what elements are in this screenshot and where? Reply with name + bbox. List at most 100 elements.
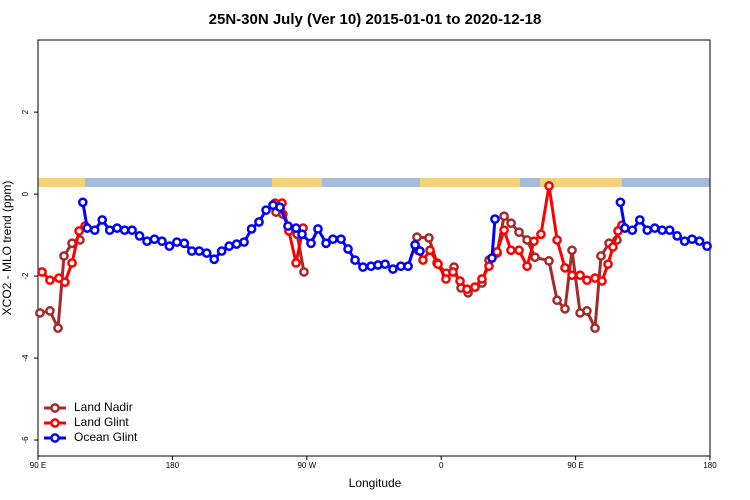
data-point: [164, 241, 175, 252]
series-line: [490, 218, 497, 259]
data-point: [328, 234, 338, 245]
y-tick-label: 0: [21, 191, 30, 196]
data-point: [433, 259, 443, 270]
x-tick-label: 90 E: [30, 461, 46, 470]
data-point: [552, 295, 562, 306]
data-point: [97, 215, 108, 225]
data-point: [336, 234, 346, 245]
data-point: [157, 236, 167, 247]
data-point: [112, 223, 122, 233]
data-point: [567, 270, 577, 281]
data-point: [448, 267, 458, 277]
legend-label: Land Nadir: [74, 400, 133, 414]
data-point: [590, 323, 600, 333]
land-band: [540, 178, 622, 187]
data-point: [544, 181, 554, 191]
data-point: [134, 231, 145, 241]
data-point: [687, 234, 697, 245]
data-point: [672, 231, 682, 241]
data-point: [603, 259, 613, 270]
x-tick-label: 180: [703, 461, 717, 470]
data-point: [418, 255, 428, 265]
data-point: [343, 244, 353, 254]
legend-marker: [50, 403, 60, 413]
data-point: [412, 232, 422, 242]
data-point: [441, 274, 451, 284]
data-point: [216, 246, 227, 256]
legend-label: Ocean Glint: [74, 430, 138, 444]
data-point: [477, 274, 487, 284]
data-point: [275, 202, 285, 213]
ocean-band: [38, 178, 710, 187]
data-point: [254, 217, 264, 227]
data-point: [172, 237, 182, 247]
data-point: [490, 214, 500, 224]
x-tick-label: 90 E: [567, 461, 583, 470]
y-axis-label: XCO2 - MLO trend (ppm): [0, 181, 14, 316]
data-point: [239, 237, 249, 247]
data-point: [649, 223, 660, 233]
y-tick-label: -2: [21, 272, 30, 280]
data-point: [358, 262, 368, 272]
data-point: [246, 224, 257, 234]
data-point: [231, 239, 242, 249]
data-point: [380, 259, 390, 270]
series-line: [81, 202, 422, 271]
data-point: [620, 223, 630, 233]
data-point: [536, 229, 546, 240]
data-point: [596, 251, 606, 261]
data-point: [67, 258, 77, 268]
data-point: [499, 211, 509, 222]
data-point: [306, 238, 316, 249]
data-point: [74, 226, 84, 236]
data-point: [544, 256, 554, 266]
data-point: [506, 245, 516, 256]
land-band: [420, 178, 520, 187]
data-point: [37, 267, 47, 277]
data-point: [552, 235, 562, 245]
y-tick-label: -6: [21, 436, 30, 444]
data-point: [530, 252, 540, 263]
data-point: [194, 246, 205, 256]
data-point: [627, 225, 638, 236]
land-band: [272, 178, 322, 187]
data-point: [313, 224, 323, 234]
data-point: [694, 236, 705, 247]
data-point: [403, 261, 413, 272]
data-point: [410, 240, 420, 250]
data-point: [575, 270, 585, 281]
data-point: [224, 241, 234, 252]
x-tick-label: 0: [439, 461, 444, 470]
legend-label: Land Glint: [74, 415, 129, 429]
data-point: [179, 238, 190, 249]
data-point: [119, 225, 130, 236]
chart-title: 25N-30N July (Ver 10) 2015-01-01 to 2020…: [209, 11, 542, 28]
data-point: [45, 306, 55, 316]
data-point: [291, 223, 301, 233]
data-point: [321, 238, 331, 249]
data-point: [209, 254, 220, 265]
data-point: [149, 234, 160, 245]
data-point: [462, 284, 472, 295]
data-point: [297, 229, 307, 240]
data-point: [484, 261, 494, 272]
data-point: [35, 308, 45, 318]
data-point: [615, 197, 626, 208]
data-point: [415, 246, 425, 256]
data-point: [455, 276, 465, 286]
legend-marker: [50, 418, 60, 428]
data-point: [350, 255, 360, 265]
data-point: [261, 205, 271, 215]
data-point: [642, 225, 653, 236]
data-point: [82, 223, 93, 233]
data-point: [425, 245, 435, 256]
data-point: [142, 236, 152, 247]
data-point: [506, 218, 516, 229]
data-point: [424, 233, 434, 243]
data-point: [283, 221, 293, 231]
data-point: [59, 251, 69, 261]
data-point: [291, 258, 301, 268]
data-point: [45, 275, 55, 286]
